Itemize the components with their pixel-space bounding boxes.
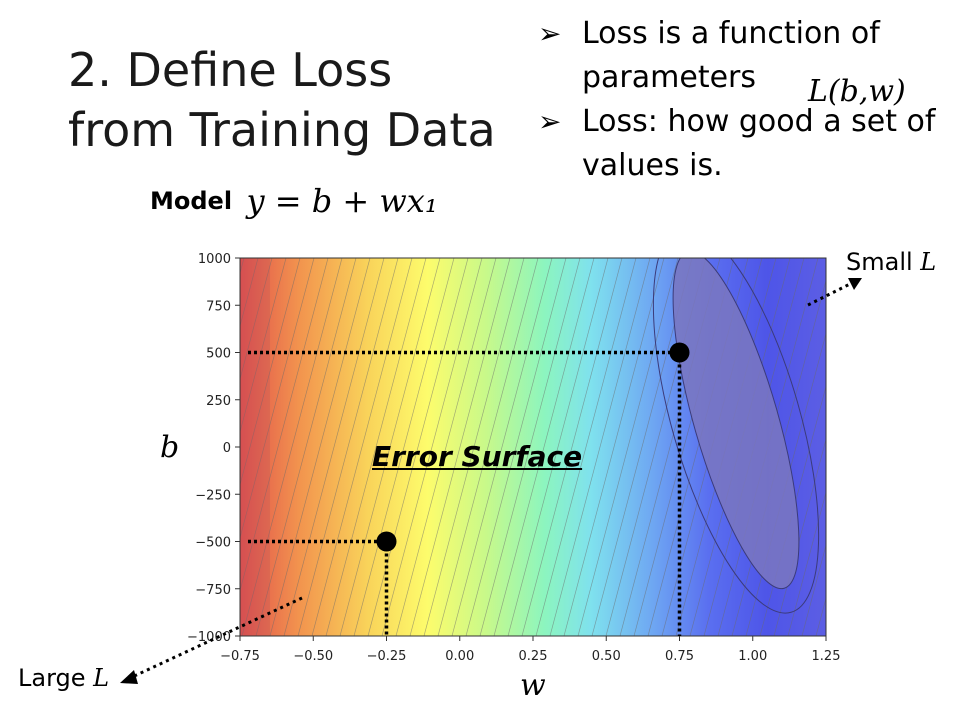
y-axis-ticks: 1000 750 500 250 0 −250 −500 −750 −1000 [187, 252, 240, 645]
contour-line [815, 596, 826, 636]
data-point [669, 342, 690, 363]
large-loss-shade [240, 258, 270, 636]
minimum-contour [672, 258, 800, 590]
contour-line [255, 258, 357, 636]
large-l-arrowhead-icon [120, 670, 138, 684]
model-equation: y = b + wx₁ [246, 182, 438, 220]
small-l-arrowhead-icon [848, 278, 862, 290]
contour-line [451, 258, 553, 636]
contour-line [423, 258, 525, 636]
contour-line [437, 258, 539, 636]
y-axis-label: b [160, 430, 180, 465]
contour-line [493, 258, 595, 636]
x-tick-label: 1.00 [738, 649, 767, 664]
contour-line [381, 258, 483, 636]
contour-line [240, 258, 301, 487]
contour-line [395, 258, 497, 636]
y-tick-label: 250 [206, 394, 231, 409]
small-l-arrow [807, 281, 853, 307]
contour-line [563, 258, 665, 636]
error-surface-label: Error Surface [372, 440, 583, 473]
contour-line [535, 258, 637, 636]
contour-line [311, 258, 413, 636]
x-tick-label: −0.75 [220, 649, 260, 664]
contour-line [102, 258, 202, 636]
y-tick-label: 1000 [198, 252, 231, 267]
small-label-text: Small [846, 248, 921, 276]
x-tick-label: −0.25 [367, 649, 407, 664]
model-row: Model y = b + wx₁ [150, 182, 438, 220]
contour-line [297, 258, 399, 636]
x-tick-label: 1.25 [812, 649, 841, 664]
title-line-2: from Training Data [68, 103, 496, 157]
minimum-region [673, 258, 799, 589]
y-tick-label: −250 [195, 488, 231, 503]
contour-lines [102, 258, 930, 636]
bullet-text-2: Loss: how good a set of values is. [582, 104, 936, 183]
contour-line [367, 258, 469, 636]
y-tick-label: 750 [206, 299, 231, 314]
contour-line [465, 258, 567, 636]
y-tick-label: −1000 [187, 630, 231, 645]
guide-lines [248, 350, 682, 636]
contour-line [549, 258, 651, 636]
x-axis-label: w [520, 668, 546, 703]
contour-line [521, 258, 623, 636]
x-tick-label: 0.75 [665, 649, 694, 664]
model-label: Model [150, 187, 233, 215]
x-tick-label: 0.50 [592, 649, 621, 664]
data-point [376, 531, 397, 552]
contour-line [240, 258, 273, 381]
contour-line [130, 258, 230, 636]
bullet-list: ➢ Loss is a function of parameters ➢ Los… [538, 12, 968, 188]
contour-line [240, 258, 329, 593]
y-tick-label: −500 [195, 536, 231, 551]
contour-line [325, 258, 427, 636]
loss-expression: L(b,w) [808, 74, 906, 109]
large-l-symbol: L [93, 664, 110, 692]
contour-line [240, 258, 259, 328]
contour-line [787, 490, 826, 636]
data-points [376, 342, 690, 552]
contour-line [409, 258, 511, 636]
arrow-bullet-icon: ➢ [538, 17, 562, 50]
minimum-contour [652, 258, 820, 614]
contour-line [577, 258, 679, 636]
contour-line [801, 543, 826, 636]
x-tick-label: 0.25 [519, 649, 548, 664]
arrow-bullet-icon: ➢ [538, 105, 562, 138]
contour-line [283, 258, 385, 636]
contour-line [241, 258, 343, 636]
bullet-item-2: ➢ Loss: how good a set of values is. [538, 100, 968, 188]
contour-line [479, 258, 581, 636]
large-loss-label: Large L [18, 664, 109, 692]
x-tick-label: −0.50 [293, 649, 333, 664]
small-loss-label: Small L [846, 248, 936, 276]
contour-line [353, 258, 455, 636]
contour-line [240, 258, 287, 434]
contour-line [240, 258, 315, 540]
large-label-text: Large [18, 664, 94, 692]
x-tick-label: 0.00 [445, 649, 474, 664]
title-line-1: 2. Define Loss [68, 43, 393, 97]
y-tick-label: 500 [206, 347, 231, 362]
contour-line [269, 258, 371, 636]
contour-line [830, 258, 930, 636]
bullet-text-1: Loss is a function of parameters [582, 16, 880, 95]
bullet-item-1: ➢ Loss is a function of parameters [538, 12, 968, 100]
slide-title: 2. Define Loss from Training Data [68, 40, 528, 160]
y-tick-label: 0 [223, 441, 231, 456]
x-axis-ticks: −0.75 −0.50 −0.25 0.00 0.25 0.50 0.75 1.00 1.25 [220, 636, 840, 664]
contour-line [507, 258, 609, 636]
y-tick-label: −750 [195, 583, 231, 598]
contour-line [339, 258, 441, 636]
small-l-symbol: L [920, 248, 937, 276]
